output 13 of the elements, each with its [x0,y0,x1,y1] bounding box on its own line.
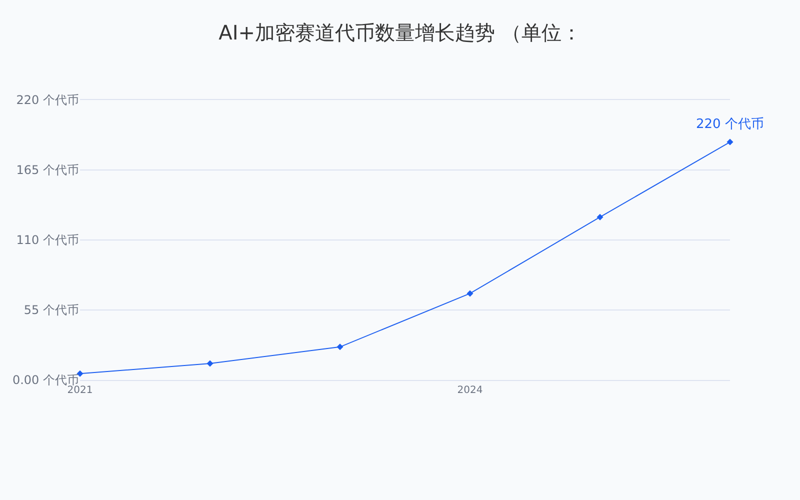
x-tick-label: 2021 [67,385,93,396]
annotation: 220 个代币 [696,117,764,132]
point [596,214,604,220]
chart-title: AI+加密赛道代币数量增长趋势 （单位： [218,20,582,44]
point [206,360,214,367]
point [466,290,474,297]
y-tick-label: 55 个代币 [24,303,79,318]
x-tick-label: 2024 [457,385,483,396]
y-tick-label: 165 个代币 [16,163,79,178]
point [726,138,734,146]
y-tick-label: 220 个代币 [16,93,79,108]
y-tick-label: 110 个代币 [16,233,79,248]
point [336,344,344,350]
